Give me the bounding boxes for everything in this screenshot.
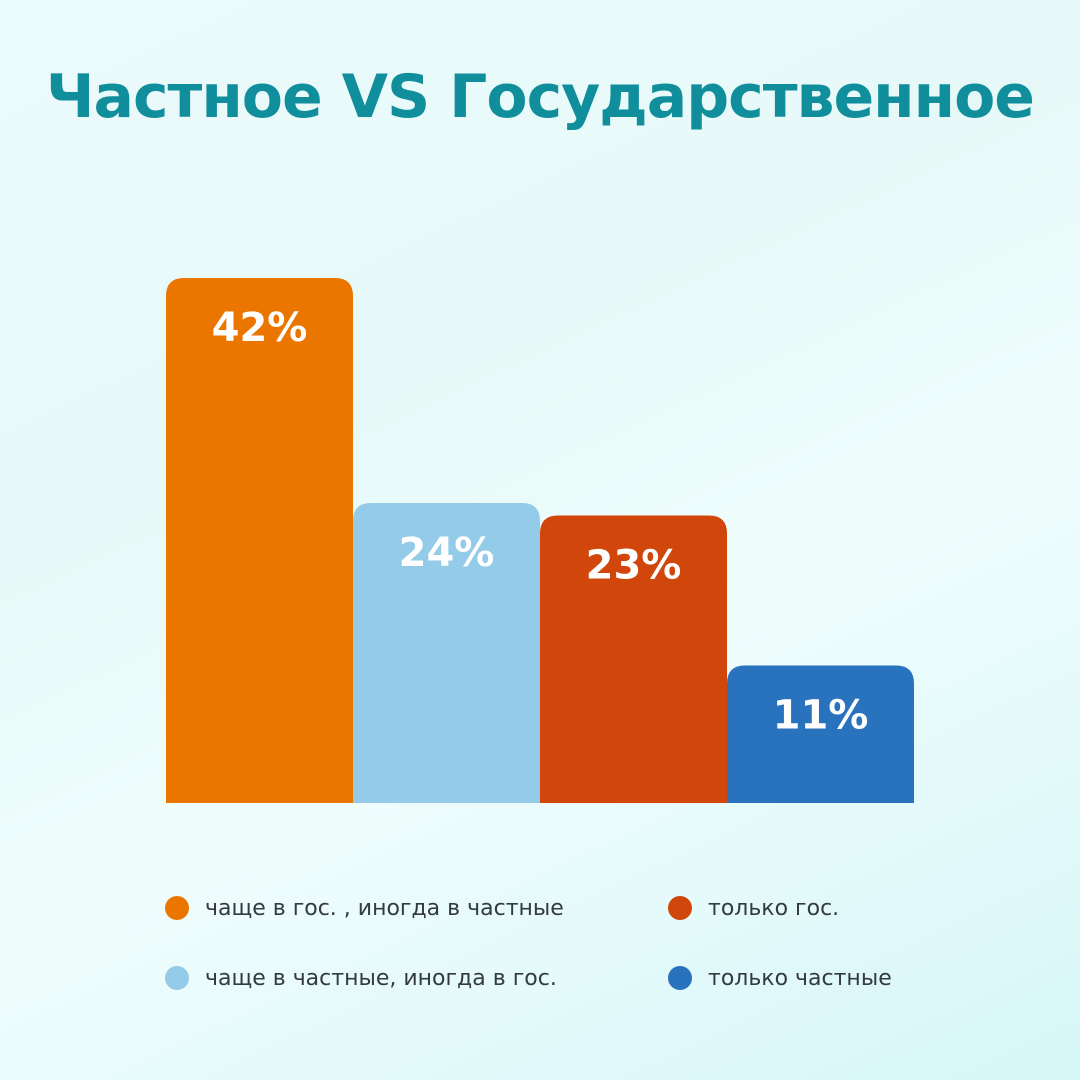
bar-3 — [727, 665, 914, 803]
bar-value-label-2: 23% — [586, 543, 682, 589]
bar-2 — [540, 515, 727, 803]
bar-value-label-3: 11% — [773, 693, 869, 739]
chart-title: Частное VS Государственное — [46, 62, 1035, 132]
bar-value-label-0: 42% — [212, 305, 308, 351]
bar-value-label-1: 24% — [399, 530, 495, 576]
bar-1 — [353, 503, 540, 803]
bar-0 — [166, 278, 353, 803]
bars-group: 42% 24% 23% 11% — [166, 278, 914, 803]
